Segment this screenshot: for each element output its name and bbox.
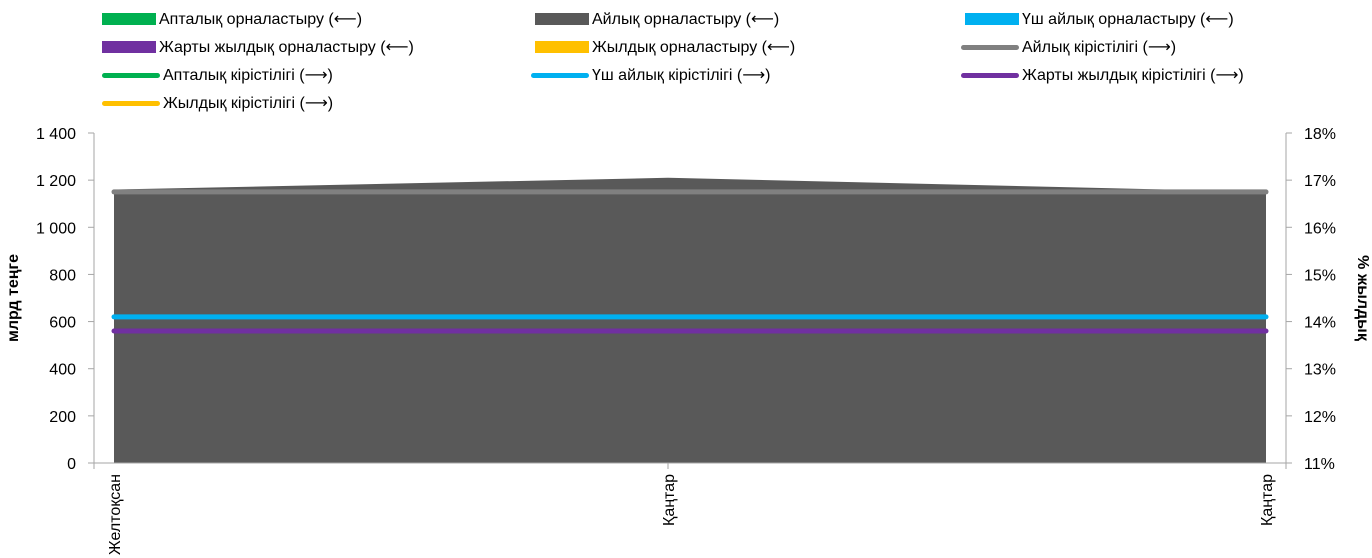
right-tick-label: 15% (1304, 267, 1336, 284)
left-tick-label: 800 (49, 267, 76, 284)
left-tick-label: 400 (49, 362, 76, 379)
tick-group: 0 200 400 600 800 1 000 1 200 1 400 11% 12% 13% 14%… (36, 126, 1336, 555)
legend-item-annual-placement: Жылдық орналастыру (⟵) (535, 36, 795, 58)
legend-label: Жарты жылдық орналастыру (⟵) (159, 39, 414, 56)
x-tick-label: Желтоқсан (107, 474, 124, 555)
left-tick-label: 0 (67, 456, 76, 473)
area-series-group (114, 177, 1266, 464)
legend-label: Жылдық орналастыру (⟵) (592, 39, 796, 56)
legend-item-monthly-placement: Айлық орналастыру (⟵) (535, 8, 779, 30)
legend-label: Апталық кірістілігі (⟶) (163, 67, 333, 84)
legend-item-weekly-placement: Апталық орналастыру (⟵) (102, 8, 362, 30)
legend-label: Үш айлық орналастыру (⟵) (1022, 11, 1234, 28)
legend-swatch (961, 72, 1019, 78)
left-tick-label: 1 200 (36, 173, 76, 190)
legend-item-monthly-yield: Айлық кірістілігі (⟶) (961, 36, 1176, 58)
left-tick-label: 1 000 (36, 220, 76, 237)
x-tick-label: Қаңтар (661, 474, 678, 526)
legend-label: Айлық кірістілігі (⟶) (1022, 39, 1177, 56)
line-series-group (111, 189, 1269, 334)
right-tick-label: 16% (1304, 220, 1336, 237)
legend-swatch (531, 72, 589, 78)
legend-swatch (102, 13, 156, 25)
legend-item-annual-yield: Жылдық кірістілігі (⟶) (102, 92, 333, 114)
legend-swatch (535, 13, 589, 25)
legend-label: Апталық орналастыру (⟵) (159, 11, 363, 28)
right-tick-label: 12% (1304, 409, 1336, 426)
legend-swatch (961, 44, 1019, 50)
right-tick-label: 17% (1304, 173, 1336, 190)
legend-swatch (102, 41, 156, 53)
axes-group (93, 133, 1287, 464)
right-tick-label: 13% (1304, 362, 1336, 379)
legend-swatch (102, 72, 160, 78)
legend-label: Айлық орналастыру (⟵) (592, 11, 780, 28)
left-axis-title: млрд теңге (5, 254, 22, 342)
legend-item-quarterly-placement: Үш айлық орналастыру (⟵) (965, 8, 1234, 30)
right-axis-title: % жылдық (1354, 255, 1371, 342)
legend-label: Жарты жылдық кірістілігі (⟶) (1022, 67, 1244, 84)
legend-item-semiannual-placement: Жарты жылдық орналастыру (⟵) (102, 36, 414, 58)
legend-item-weekly-yield: Апталық кірістілігі (⟶) (102, 64, 333, 86)
right-tick-label: 18% (1304, 126, 1336, 143)
legend-item-quarterly-yield: Үш айлық кірістілігі (⟶) (531, 64, 771, 86)
legend-swatch (102, 100, 160, 106)
left-tick-label: 600 (49, 315, 76, 332)
right-tick-label: 11% (1304, 456, 1335, 473)
legend-swatch (535, 41, 589, 53)
legend-label: Үш айлық кірістілігі (⟶) (592, 67, 771, 84)
legend-item-semiannual-yield: Жарты жылдық кірістілігі (⟶) (961, 64, 1244, 86)
legend-label: Жылдық кірістілігі (⟶) (163, 95, 334, 112)
area-series (114, 177, 1266, 464)
legend-swatch (965, 13, 1019, 25)
right-tick-label: 14% (1304, 315, 1336, 332)
left-tick-label: 1 400 (36, 126, 76, 143)
left-tick-label: 200 (49, 409, 76, 426)
x-tick-label: Қаңтар (1259, 474, 1276, 526)
